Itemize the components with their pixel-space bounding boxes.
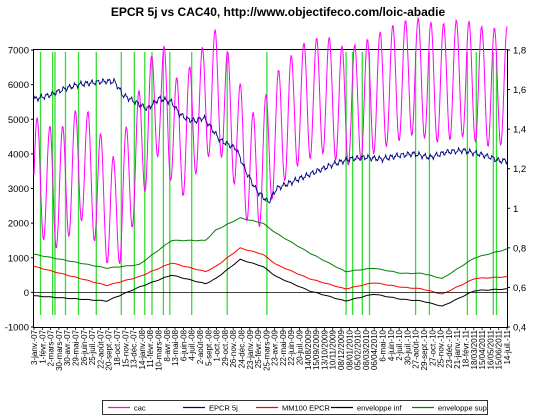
x-tick-label: 11-févr.-08: [146, 329, 155, 367]
x-tick-label: 23-déc.-10: [445, 329, 454, 368]
x-tick-label: 26-nov.-08: [229, 329, 238, 367]
series-line: [33, 77, 508, 204]
x-tick-label: 8-avr.-08: [163, 329, 172, 361]
y-right-tick-label: 1: [513, 204, 518, 215]
x-tick-label: 23-janv.-09: [246, 329, 255, 369]
x-tick-label: 14-juil.-11: [503, 329, 512, 364]
x-tick-label: 27-août-10: [412, 329, 421, 368]
series-line: [33, 17, 508, 264]
x-tick-label: 22-mai-09: [279, 329, 288, 366]
x-tick-label: 15/04/2011: [478, 329, 487, 369]
x-tick-label: 13-mai-08: [171, 329, 180, 366]
y-left-tick-label: 3000: [8, 184, 29, 195]
x-tick-label: 10/11/2009: [329, 329, 338, 369]
x-tick-label: 6-juin-08: [179, 329, 188, 361]
series-line: [34, 217, 508, 279]
legend-label: cac: [134, 403, 146, 412]
x-tick-label: 25-mars-09: [262, 329, 271, 370]
x-tick-label: 06/04/2010: [370, 329, 379, 370]
series-line: [34, 258, 507, 307]
x-tick-label: 15/09/2009: [312, 329, 321, 370]
legend-label: enveloppe sup: [438, 403, 487, 412]
y-left-tick-label: 2000: [8, 219, 29, 230]
x-tick-label: 5-sept.-08: [204, 329, 213, 366]
y-right-tick-label: 1,8: [513, 46, 526, 57]
x-tick-label: 24-déc.-08: [237, 329, 246, 368]
x-tick-label: 4-juin-10: [387, 329, 396, 361]
x-tick-label: 2-août-08: [196, 329, 205, 364]
series-lines: [33, 17, 508, 307]
x-tick-label: 27-oct.-10: [428, 329, 437, 366]
y-left-tick-label: -1000: [5, 323, 29, 334]
x-tick-label: 23-avr.-09: [271, 329, 280, 366]
y-left-tick-label: 1000: [8, 253, 29, 264]
y-left-tick-label: 0: [24, 288, 29, 299]
x-tick-label: 29-mai-07: [71, 329, 80, 366]
x-tick-label: 15-nov.-07: [121, 329, 130, 367]
x-tick-label: 20-sept.-07: [105, 329, 114, 370]
x-tick-label: 25-juil.-07: [88, 329, 97, 365]
x-tick-label: 10-mars-08: [154, 329, 163, 370]
x-tick-label: 22-août-07: [96, 329, 105, 368]
x-tick-label: 29-oct.-08: [221, 329, 230, 366]
x-tick-label: 08/03/2010: [362, 329, 371, 370]
x-tick-label: 08/12/2009: [337, 329, 346, 370]
x-tick-label: 18-oct.-07: [113, 329, 122, 366]
y-right-tick-label: 0,4: [513, 323, 526, 334]
x-tick-label: 3-janv.-07: [30, 329, 39, 365]
axes: 7000 6000 5000 4000 3000 2000 1000 0 -1000 1,8 1,6…: [5, 46, 527, 371]
x-tick-label: 16/05/2011: [486, 329, 495, 369]
x-tick-label: 30-avr.-07: [63, 329, 72, 366]
legend-label: enveloppe inf: [357, 403, 403, 412]
signal-lines: [39, 52, 498, 315]
y-left-tick-label: 7000: [8, 46, 29, 57]
y-left-tick-label: 4000: [8, 149, 29, 160]
x-tick-label: 30-mars-07: [55, 329, 64, 370]
x-tick-label: 1-oct.-08: [213, 329, 222, 361]
y-left-tick-label: 5000: [8, 115, 29, 126]
x-tick-label: 25-nov.-10: [437, 329, 446, 367]
x-tick-label: 22-juin-09: [287, 329, 296, 365]
x-tick-label: 25-févr.-09: [254, 329, 263, 368]
x-tick-label: 1-févr.-07: [38, 329, 47, 363]
y-right-tick-label: 1,2: [513, 164, 526, 175]
x-tick-label: 21-janv.-11: [453, 329, 462, 368]
x-tick-label: 18/03/2011: [470, 329, 479, 369]
x-tick-label: 2-mars-07: [47, 329, 56, 366]
series-line: [33, 247, 508, 295]
x-tick-label: 15/06/2011: [495, 329, 504, 369]
y-right-tick-label: 1,6: [513, 85, 526, 96]
x-tick-label: 08/01/2010: [345, 329, 354, 370]
x-tick-label: 2-juil.-10: [395, 329, 404, 360]
chart-title: EPCR 5j vs CAC40, http://www.objectifeco…: [111, 5, 446, 19]
y-right-tick-label: 1,4: [513, 125, 526, 136]
x-tick-label: 14/08/2009: [304, 329, 313, 370]
y-left-tick-label: 6000: [8, 80, 29, 91]
x-tick-label: 26-juin-07: [80, 329, 89, 365]
x-tick-label: 30-juil.-10: [403, 329, 412, 365]
legend-label: MM100 EPCR: [282, 403, 331, 412]
y-right-tick-label: 0,8: [513, 243, 526, 254]
x-tick-label: 13-déc.-07: [130, 329, 139, 368]
legend-label: EPCR 5j: [209, 403, 238, 412]
x-tick-label: 4-juil.-08: [188, 329, 197, 360]
x-tick-label: 18-févr.-11: [462, 329, 471, 367]
legend-box: [102, 400, 488, 415]
x-tick-label: 13/10/2009: [320, 329, 329, 370]
x-tick-label: 05/02/2010: [354, 329, 363, 370]
x-tick-label: 6-mai-10: [379, 329, 388, 361]
x-tick-label: 29-sept.-10: [420, 329, 429, 370]
x-tick-label: 20-juil.-09: [296, 329, 305, 365]
y-right-tick-label: 0,6: [513, 283, 526, 294]
x-tick-label: 14-janv.-08: [138, 329, 147, 369]
legend: cac EPCR 5j MM100 EPCR enveloppe inf envelop…: [102, 400, 488, 415]
